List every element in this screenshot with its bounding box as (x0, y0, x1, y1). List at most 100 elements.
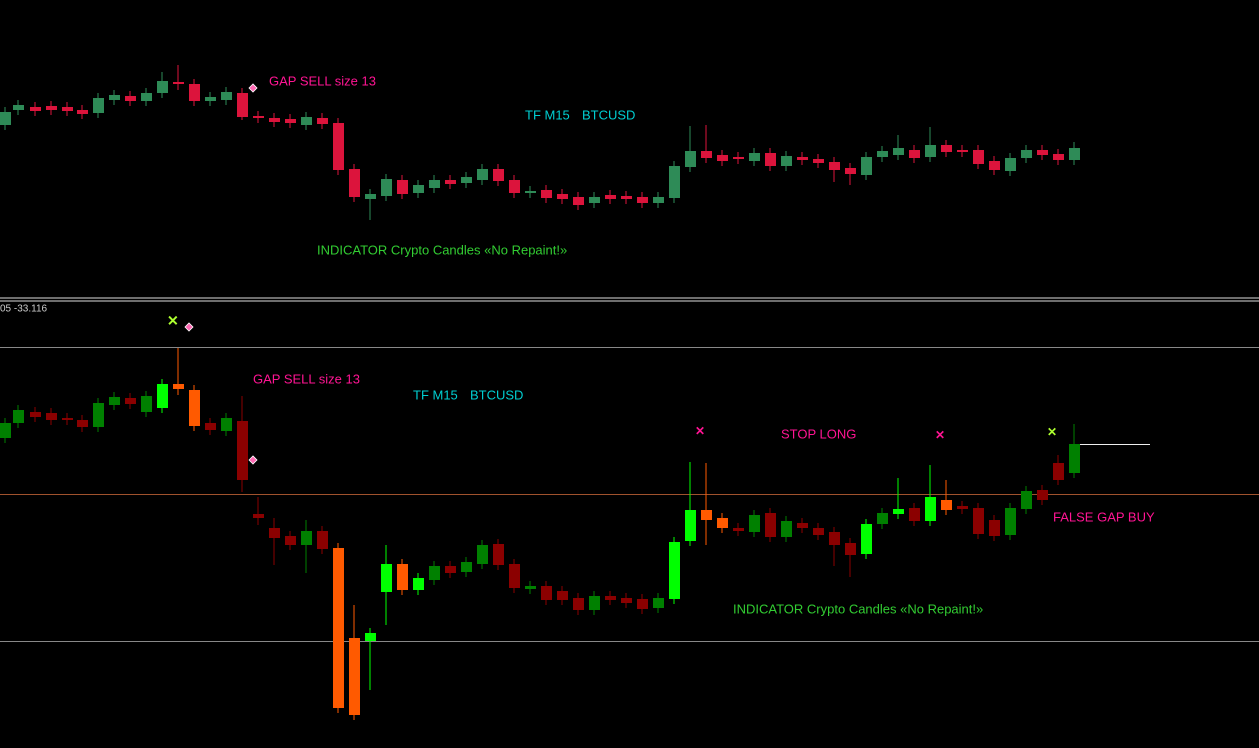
candle-body (253, 514, 264, 518)
candle-body (1037, 150, 1048, 155)
candle-body (717, 155, 728, 161)
candle-body (685, 151, 696, 167)
candle-body (189, 390, 200, 426)
candle-body (397, 180, 408, 194)
candle-body (621, 196, 632, 199)
candle-body (333, 548, 344, 708)
candle-body (893, 148, 904, 155)
candle-body (349, 638, 360, 715)
candle-body (397, 564, 408, 590)
candle-body (541, 190, 552, 198)
candle-body (221, 92, 232, 100)
candle-body (653, 197, 664, 203)
candle-body (301, 117, 312, 125)
cross-marker: ✕ (935, 428, 945, 442)
stop-label: STOP LONG (781, 426, 856, 441)
candle-body (973, 508, 984, 534)
candle-body (733, 528, 744, 531)
candle-body (77, 110, 88, 114)
candle-body (845, 543, 856, 555)
candle-body (701, 151, 712, 158)
candle-body (909, 150, 920, 158)
candle-body (429, 180, 440, 188)
candle-body (669, 542, 680, 599)
candle-body (509, 180, 520, 193)
candle-body (557, 591, 568, 600)
candle-body (269, 528, 280, 538)
candle-body (1005, 158, 1016, 171)
candle-body (189, 84, 200, 101)
candle-body (1021, 150, 1032, 158)
candle-body (205, 423, 216, 430)
candle-body (109, 95, 120, 100)
candle-body (461, 177, 472, 183)
candle-body (109, 397, 120, 405)
candle-body (621, 598, 632, 603)
candle-body (301, 531, 312, 545)
candle-body (46, 413, 57, 420)
candle-body (77, 420, 88, 427)
candle-body (685, 510, 696, 541)
candle-body (573, 598, 584, 610)
indicator-label: INDICATOR Crypto Candles «No Repaint!» (317, 242, 567, 257)
candle-body (941, 500, 952, 510)
candle-body (93, 98, 104, 113)
candle-body (589, 197, 600, 203)
candle-body (877, 513, 888, 524)
timeframe: TF M15 (413, 387, 458, 402)
candle-body (957, 150, 968, 152)
candle-body (13, 105, 24, 110)
candle-body (285, 119, 296, 123)
candle-body (13, 410, 24, 423)
candle-body (0, 423, 11, 438)
candle-body (829, 162, 840, 170)
candle-body (237, 93, 248, 117)
candle-body (861, 524, 872, 554)
candle-body (813, 159, 824, 163)
candle-body (477, 169, 488, 180)
candle-body (46, 106, 57, 110)
candle-body (445, 180, 456, 184)
gap-label: GAP SELL size 13 (253, 371, 360, 386)
candle-body (893, 509, 904, 514)
diamond-marker (248, 83, 258, 93)
diamond-marker (184, 322, 194, 332)
candle-body (589, 596, 600, 610)
candle-body (845, 168, 856, 174)
candle-body (781, 521, 792, 537)
candle-body (957, 506, 968, 509)
candle-body (1069, 444, 1080, 473)
candle-body (445, 566, 456, 573)
candle-body (365, 633, 376, 641)
candle-body (829, 532, 840, 545)
candle-body (1021, 491, 1032, 509)
candle-body (765, 153, 776, 166)
candle-body (381, 564, 392, 592)
candle-body (62, 107, 73, 111)
candle-body (909, 508, 920, 521)
candle-body (30, 107, 41, 111)
candle-body (157, 384, 168, 408)
panel-header: 05 -33.116 (0, 304, 48, 315)
candle-body (557, 194, 568, 199)
candles (0, 65, 1080, 720)
candle-body (861, 157, 872, 175)
candle-body (925, 145, 936, 157)
candle-body (125, 398, 136, 404)
candle-body (781, 156, 792, 166)
candle-body (381, 179, 392, 196)
candle-body (62, 418, 73, 420)
candle-body (765, 513, 776, 537)
symbol: BTCUSD (470, 387, 523, 402)
candle-body (317, 531, 328, 549)
candle-body (989, 161, 1000, 170)
candle-body (525, 586, 536, 589)
candle-body (93, 403, 104, 427)
candle-body (1069, 148, 1080, 160)
candle-body (605, 195, 616, 199)
indicator-label: INDICATOR Crypto Candles «No Repaint!» (733, 601, 983, 616)
candle-body (1037, 490, 1048, 500)
candle-body (221, 418, 232, 431)
candle-body (509, 564, 520, 588)
candle-body (797, 523, 808, 528)
